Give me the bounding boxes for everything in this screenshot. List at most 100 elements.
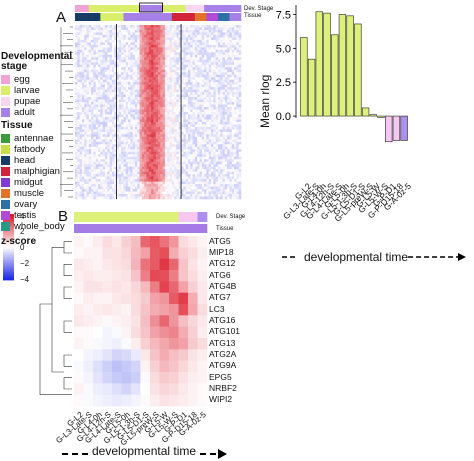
heat-cell [144,34,147,38]
heat-cell [208,169,212,172]
heat-cell [132,176,136,180]
heat-cell [81,47,85,51]
heat-cell [190,109,193,113]
heat-cell [220,161,223,165]
heat-cell [81,57,85,61]
heat-cell [141,77,145,80]
heat-cell [116,99,120,103]
heat-cell [146,116,150,120]
heat-cell [206,171,210,175]
heat-cell [199,29,203,33]
heat-cell [217,59,221,63]
heat-cell [238,166,242,170]
heat-cell [151,166,154,170]
tissue-cell [118,13,122,21]
heat-cell [206,42,210,46]
heat-cell [238,84,242,88]
heat-cell [178,92,182,95]
heat-cell [132,126,136,130]
heat-cell [151,67,154,71]
heat-cell [169,94,173,98]
heat-cell [93,77,97,80]
heat-cell [176,131,180,135]
heat-cell [181,89,184,93]
heat-cell [213,156,216,160]
heat-cell [199,87,203,90]
heat-cell [206,124,210,128]
heat-cell [199,64,203,68]
heat-cell [111,174,115,177]
heat-cell [197,62,200,66]
heat-cell [81,67,85,71]
heat-cell [148,104,152,108]
heat-cell [155,87,159,90]
heat-cell [125,134,129,138]
heat-cell [183,116,186,120]
heat-cell [197,119,200,123]
heat-cell [204,29,207,33]
heat-cell [183,69,186,73]
heat-cell [91,139,94,143]
heat-cell [139,52,143,56]
heat-cell [123,114,127,118]
heat-cell [183,189,186,192]
heat-cell [194,64,198,68]
heat-cell [98,62,101,66]
heat-cell [144,107,147,110]
heat-cell [132,87,136,90]
heat-cell [139,184,143,187]
heat-cell [144,109,147,113]
heat-cell [174,47,177,51]
heat-cell [114,154,117,158]
heat-cell [134,84,138,88]
heat-cell [123,164,127,167]
heat-cell [148,97,152,100]
heat-cell [132,114,136,118]
heat-cell [162,102,166,105]
heat-cell [238,92,242,95]
heat-cell [215,124,219,128]
heat-cell [107,144,110,148]
heat-cell [229,156,233,160]
heat-cell [86,184,90,187]
heat-cell [155,25,159,28]
heat-cell [148,84,152,88]
heat-cell [137,159,140,163]
heat-cell [201,42,205,46]
heat-cell [123,34,127,38]
heat-cell [130,146,133,150]
heat-cell [185,149,189,153]
heat-cell [84,107,87,110]
dev-stage-cell [141,5,145,12]
heat-cell [164,62,168,66]
heat-cell [164,179,168,182]
heat-cell [215,27,219,31]
heat-cell [211,54,214,58]
heat-cell [86,191,90,195]
heat-cell [213,92,216,95]
heat-cell [86,189,90,192]
heat-cell [104,39,108,43]
heat-cell [162,136,166,140]
heat-cell [176,25,180,28]
heat-cell [208,67,212,71]
heat-cell [231,129,235,133]
heat-cell [125,151,129,155]
heat-cell [79,154,83,158]
heat-cell [171,174,175,177]
heat-cell [141,92,145,95]
heat-cell [118,74,122,78]
heat-cell [201,37,205,41]
heat-cell [155,29,159,33]
heat-cell [236,104,239,108]
heat-cell [116,102,120,105]
heat-cell [176,189,180,192]
heat-cell [171,27,175,31]
heat-cell [176,87,180,90]
heat-cell [171,126,175,130]
heat-cell [123,161,127,165]
heat-cell [118,141,122,145]
heat-cell [192,74,196,78]
heat-cell [139,186,143,190]
heat-cell [86,151,90,155]
